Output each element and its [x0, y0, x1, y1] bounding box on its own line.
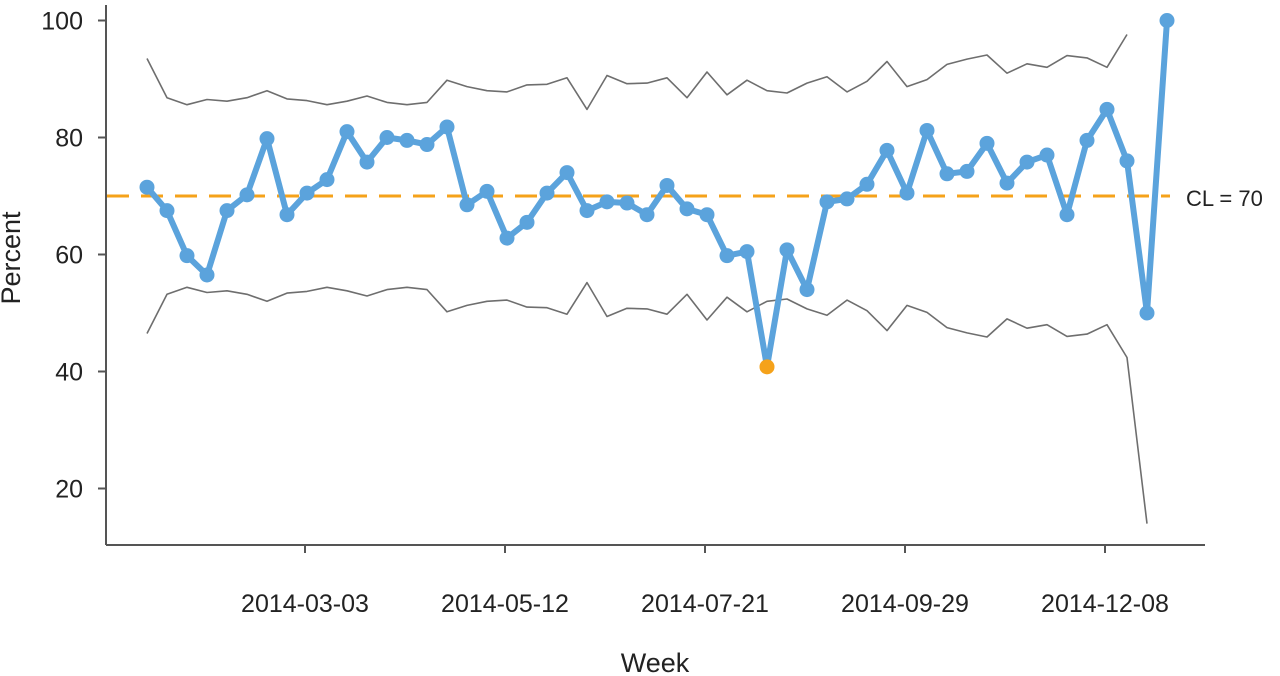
- data-point: [919, 122, 935, 138]
- data-point: [219, 203, 235, 219]
- data-point: [659, 177, 675, 193]
- x-tick-label: 2014-03-03: [241, 590, 369, 618]
- y-tick-label: 20: [55, 476, 83, 504]
- data-point: [999, 175, 1015, 191]
- x-tick-label: 2014-05-12: [441, 590, 569, 618]
- x-ticks: 2014-03-03 2014-05-12 2014-07-21 2014-09-29…: [241, 545, 1169, 618]
- data-point: [1019, 154, 1035, 170]
- data-point: [779, 242, 795, 258]
- data-point: [359, 154, 375, 170]
- data-point: [199, 267, 215, 283]
- axes: [105, 5, 1205, 546]
- center-line-label: CL = 70: [1186, 186, 1263, 211]
- data-point: [899, 185, 915, 201]
- data-point: [839, 191, 855, 207]
- y-tick-label: 80: [55, 125, 83, 153]
- data-point: [239, 187, 255, 203]
- data-point: [619, 195, 635, 211]
- data-point: [259, 131, 275, 147]
- y-ticks: 20 40 60 80 100: [41, 8, 106, 504]
- data-point: [979, 135, 995, 151]
- data-point: [139, 179, 155, 195]
- data-point: [539, 185, 555, 201]
- data-point: [1159, 13, 1175, 28]
- x-tick-label: 2014-12-08: [1041, 590, 1169, 618]
- data-point: [519, 214, 535, 230]
- data-point: [559, 165, 575, 181]
- upper-control-limit-line: [146, 34, 1128, 111]
- y-axis-title: Percent: [0, 211, 26, 305]
- x-axis-title: Week: [621, 648, 690, 676]
- data-point: [1099, 101, 1115, 117]
- data-point: [699, 207, 715, 223]
- percent-series: [139, 13, 1175, 375]
- data-point: [1079, 132, 1095, 148]
- percent-series-line: [144, 17, 1170, 370]
- data-point: [339, 124, 355, 140]
- x-tick-label: 2014-07-21: [641, 590, 769, 618]
- data-point: [719, 248, 735, 264]
- data-point: [1119, 153, 1135, 169]
- data-point: [959, 163, 975, 179]
- data-point: [819, 194, 835, 210]
- y-tick-label: 40: [55, 359, 83, 387]
- data-point: [579, 203, 595, 219]
- special-data-point: [759, 359, 775, 375]
- data-point: [399, 132, 415, 148]
- data-point: [179, 248, 195, 264]
- data-point: [299, 185, 315, 201]
- data-point: [419, 137, 435, 153]
- data-point: [1139, 305, 1155, 321]
- data-point: [279, 207, 295, 223]
- data-point: [439, 119, 455, 135]
- y-tick-label: 100: [41, 8, 83, 36]
- data-point: [679, 201, 695, 217]
- data-point: [639, 207, 655, 223]
- data-point: [799, 282, 815, 298]
- x-tick-label: 2014-09-29: [841, 590, 969, 618]
- data-point: [1059, 207, 1075, 223]
- data-point: [599, 194, 615, 210]
- data-point: [379, 130, 395, 145]
- data-point: [859, 176, 875, 192]
- y-tick-label: 60: [55, 242, 83, 270]
- lower-control-limit-line: [146, 281, 1148, 524]
- data-point: [879, 142, 895, 158]
- data-point: [479, 183, 495, 199]
- data-point: [739, 244, 755, 260]
- control-limits: [146, 34, 1148, 524]
- data-point: [319, 172, 335, 188]
- data-point: [499, 230, 515, 246]
- data-point: [939, 166, 955, 182]
- data-point: [459, 197, 475, 213]
- data-point: [1039, 147, 1055, 163]
- data-point: [159, 203, 175, 219]
